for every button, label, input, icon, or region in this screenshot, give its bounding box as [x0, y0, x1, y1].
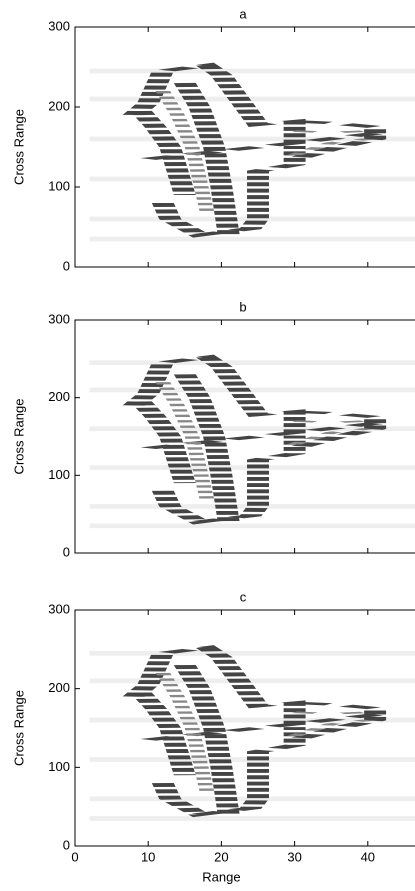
- y-tick-label: 200: [48, 98, 70, 113]
- panel-title: a: [239, 6, 247, 21]
- y-tick-label: 100: [48, 178, 70, 193]
- y-axis-label: Cross Range: [11, 399, 26, 475]
- x-tick-label: 30: [287, 849, 301, 864]
- y-tick-label: 0: [63, 258, 70, 273]
- y-tick-label: 100: [48, 759, 70, 774]
- panel-title: b: [239, 299, 246, 314]
- x-tick-label: 10: [141, 849, 155, 864]
- y-tick-label: 300: [48, 601, 70, 616]
- y-tick-label: 200: [48, 389, 70, 404]
- y-axis-label: Cross Range: [11, 109, 26, 185]
- y-tick-label: 300: [48, 311, 70, 326]
- panel-title: c: [240, 589, 247, 604]
- x-axis-label: Range: [202, 869, 240, 884]
- x-tick-label: 20: [214, 849, 228, 864]
- y-axis-label: Cross Range: [11, 690, 26, 766]
- y-tick-label: 100: [48, 467, 70, 482]
- y-tick-label: 0: [63, 544, 70, 559]
- x-tick-label: 0: [71, 849, 78, 864]
- y-tick-label: 0: [63, 837, 70, 852]
- y-tick-label: 300: [48, 18, 70, 33]
- y-tick-label: 200: [48, 680, 70, 695]
- x-tick-label: 40: [361, 849, 375, 864]
